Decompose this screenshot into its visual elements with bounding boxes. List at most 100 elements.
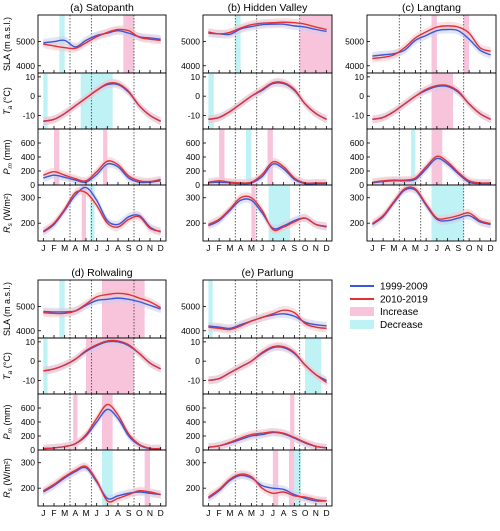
y-tick-label: 0 [195,180,200,190]
series-line-2010-2019 [42,465,161,503]
y-tick-label: 0 [195,445,200,455]
series-line-2010-2019 [208,160,327,184]
subplot-plot-area [371,185,491,241]
y-tick-label: 0 [30,91,35,101]
y-tick-label: 10 [191,72,201,82]
row-label-subscript: m [7,427,14,433]
subplot-plot-area [43,129,161,185]
subplot-rs: 200 300 [350,184,497,242]
y-tick-label: 4000 [181,61,200,71]
y-tick-label: 10 [26,337,36,347]
increase-span [272,450,279,506]
month-label: S [292,243,298,253]
series-line-2010-2019 [43,28,161,50]
month-label: N [147,508,153,518]
subplot-frame [366,184,497,242]
month-label: F [51,243,56,253]
decrease-span [102,450,113,506]
y-tick-label: 200 [186,218,200,228]
station-panel-2: (c) Langtang40005000-1001002004006002003… [345,2,497,253]
subplot-pm: 0 200 400 600 [186,393,333,455]
row-label-subscript: a [7,370,14,374]
month-label: J [105,508,109,518]
y-tick-label: 300 [186,193,200,203]
y-tick-label: 600 [186,138,200,148]
y-tick-label: 10 [191,337,201,347]
row-label-unit: (W/m²) [2,458,12,488]
month-label: F [381,243,386,253]
month-label: M [226,508,233,518]
row-label-unit: (mm) [2,140,12,164]
decrease-span [43,73,48,129]
subplot-plot-area [43,280,162,338]
y-tick-label: 200 [350,218,364,228]
row-label-sla: SLA (m a.s.l.) [2,282,12,336]
subplot-pm: 0 200 400 600 [350,128,497,190]
increase-span [102,280,145,338]
month-label: J [95,508,99,518]
increase-span [251,185,256,241]
month-label: A [115,243,121,253]
y-tick-label: 600 [21,138,35,148]
row-label-unit: (W/m²) [2,193,12,223]
row-label-unit: (mm) [2,405,12,429]
y-tick-label: 400 [350,152,364,162]
y-tick-label: 200 [21,218,35,228]
y-tick-label: 5000 [16,37,35,47]
y-tick-label: 200 [21,483,35,493]
series-line-2010-2019 [43,339,162,372]
month-label: A [238,508,244,518]
subplot-ta: -10 0 10 [188,72,333,130]
month-label: A [445,243,451,253]
row-label-symbol: R [2,491,12,498]
series-line-2010-2019 [372,155,491,184]
subplot-sla: 4000 5000 [181,14,333,74]
month-label: A [72,508,78,518]
y-tick-label: 10 [355,72,365,82]
month-label: M [82,508,89,518]
subplot-ta: -10 0 10 Ta (°C) [2,72,167,130]
decrease-span [208,73,214,129]
legend-label-2010-2019: 2010-2019 [380,295,428,306]
y-tick-label: 0 [359,180,364,190]
y-tick-label: 0 [359,91,364,101]
y-tick-label: 4000 [181,326,200,336]
month-label: J [424,243,428,253]
subplot-sla: 4000 5000 SLA (m a.s.l.) [2,14,167,74]
series-line-1999-2009 [43,162,161,184]
series-line-1999-2009 [372,28,491,57]
month-label: D [158,508,164,518]
y-tick-label: -10 [188,375,201,385]
month-label: M [390,243,397,253]
y-tick-label: 600 [21,403,35,413]
y-tick-label: 10 [26,72,36,82]
y-tick-label: 5000 [181,37,200,47]
row-label-symbol: R [2,226,12,233]
series-line-2010-2019 [208,195,327,232]
subplot-rs: 200 300 Rs (W/m²) [2,449,167,507]
y-tick-label: 0 [195,91,200,101]
y-tick-label: 4000 [16,326,35,336]
decrease-span [294,450,301,506]
subplot-frame [202,449,333,507]
series-line-1999-2009 [372,157,491,185]
y-tick-label: 0 [30,356,35,366]
series-line-1999-2009 [208,23,327,36]
subplot-plot-area [372,129,491,185]
increase-span [431,15,437,73]
legend-patch-increase [350,307,374,316]
subplot-pm: 0 200 400 600 [186,128,333,190]
month-label: A [402,243,408,253]
legend-label-increase: Increase [380,307,419,318]
decrease-span [43,338,48,394]
month-label: D [158,243,164,253]
month-label: A [115,508,121,518]
month-label: A [281,508,287,518]
y-tick-label: -10 [23,110,36,120]
subplot-rs: 200 300 Rs (W/m²) [2,184,167,242]
subplot-plot-area [208,280,327,338]
month-label: S [126,243,132,253]
month-label: J [41,508,45,518]
series-line-2010-2019 [372,25,491,60]
station-title: (d) Rolwaling [71,267,132,279]
